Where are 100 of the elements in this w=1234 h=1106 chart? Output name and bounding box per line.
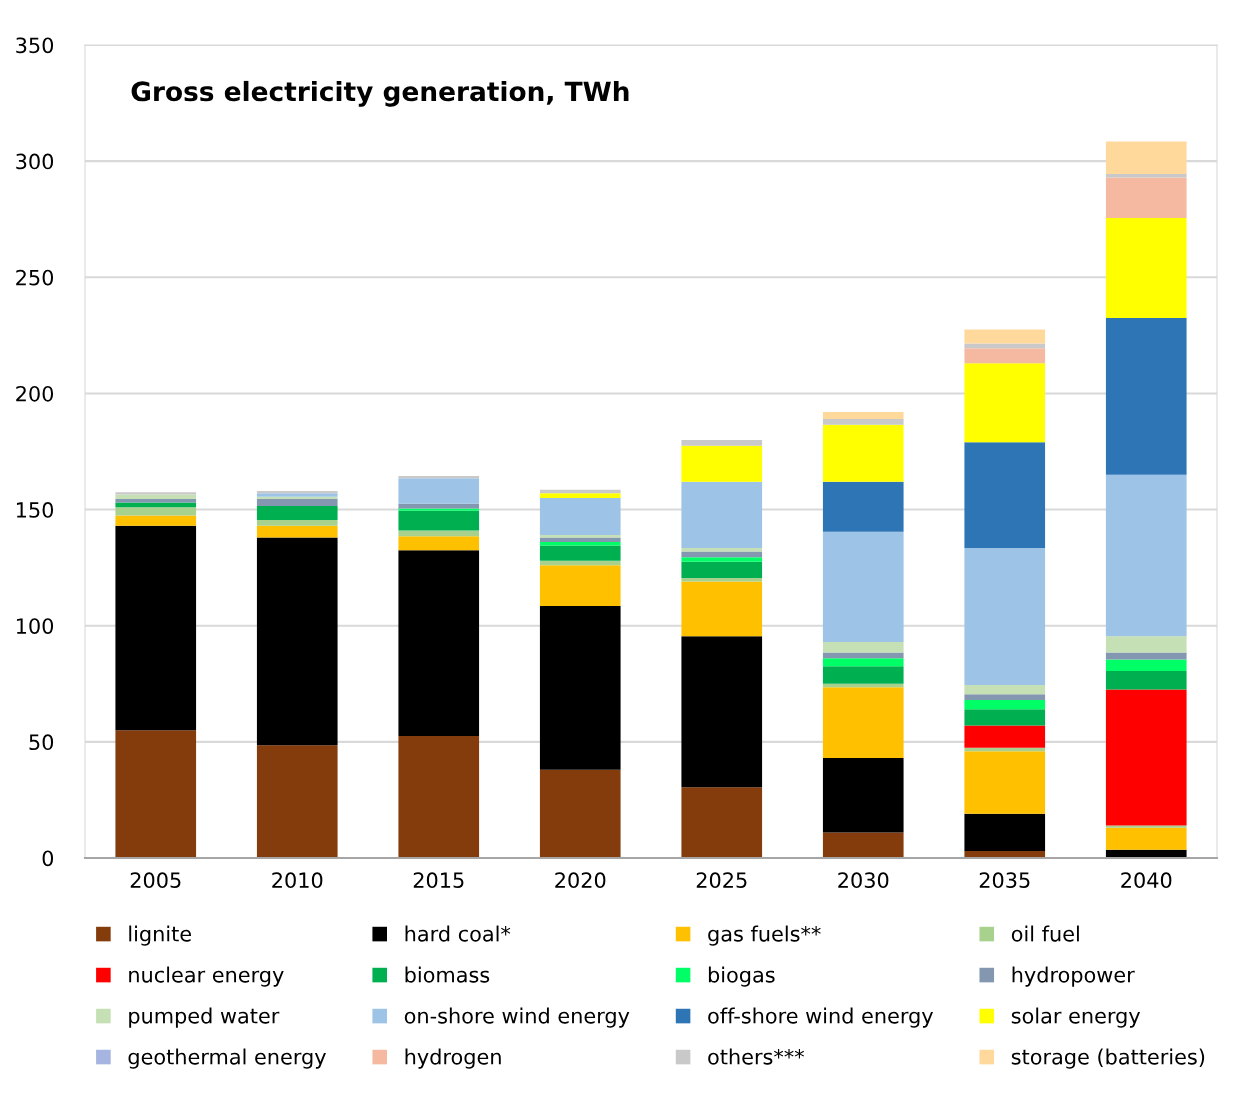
legend-label: pumped water [129, 1007, 280, 1028]
bar [681, 787, 763, 858]
bar [539, 542, 621, 546]
bar [822, 652, 904, 659]
legend-label: biomass [405, 966, 490, 983]
bar [539, 493, 621, 498]
legend-label: lignite [129, 925, 192, 946]
bar [115, 730, 197, 858]
bar [398, 478, 480, 504]
bar [398, 530, 480, 537]
bar [822, 641, 904, 653]
bar [256, 525, 338, 538]
y-tick-label: 100 [16, 618, 54, 634]
bar [822, 687, 904, 759]
legend-label: on-shore wind energy [404, 1007, 630, 1028]
bar [681, 481, 763, 548]
bar [822, 666, 904, 684]
bar [256, 499, 338, 507]
bar [398, 508, 480, 511]
legend-label: oil fuel [1011, 925, 1079, 942]
legend-label: hard coal* [405, 925, 511, 942]
x-tick-label: 2035 [979, 872, 1030, 889]
bar [115, 515, 197, 526]
x-tick-label: 2025 [696, 872, 747, 889]
bar [822, 531, 904, 642]
bar [115, 499, 197, 503]
x-tick-label: 2040 [1121, 872, 1172, 889]
bar [1105, 689, 1187, 826]
legend-label: gas fuels** [708, 925, 821, 946]
bar [822, 832, 904, 858]
y-tick-label: 0 [42, 850, 54, 867]
bar [115, 507, 197, 516]
text: Gross electricity generation, TWh [131, 80, 629, 107]
bar [539, 497, 621, 536]
bar [539, 565, 621, 606]
bar [964, 813, 1046, 852]
bar [1105, 652, 1187, 660]
bar [539, 545, 621, 561]
bar [1105, 671, 1187, 690]
bar [256, 745, 338, 858]
bar [539, 605, 621, 770]
bar [1105, 474, 1187, 637]
y-tick-label: 250 [16, 269, 54, 286]
bar [539, 769, 621, 858]
bar [539, 537, 621, 543]
bar [964, 547, 1046, 685]
bar [964, 442, 1046, 548]
legend-label: hydrogen [405, 1048, 501, 1069]
bar [822, 424, 904, 482]
legend-label: storage (batteries) [1011, 1048, 1205, 1069]
legend-label: biogas [708, 966, 775, 987]
bar [256, 520, 338, 526]
bar [1105, 827, 1187, 850]
bar [681, 581, 763, 637]
bar [964, 348, 1046, 364]
bar [398, 550, 480, 737]
bar [964, 343, 1046, 349]
bar [822, 418, 904, 425]
bar [1105, 659, 1187, 672]
bar [681, 551, 763, 558]
x-tick-label: 2015 [413, 872, 464, 889]
x-tick-label: 2020 [555, 872, 606, 889]
y-tick-label: 200 [16, 385, 54, 402]
bar [964, 684, 1046, 695]
bar [681, 445, 763, 482]
y-tick-label: 350 [16, 37, 54, 54]
bar [115, 525, 197, 731]
bar [964, 329, 1046, 344]
bar [964, 725, 1046, 748]
bar [964, 751, 1046, 814]
legend-label: geothermal energy [128, 1048, 326, 1069]
bar [115, 494, 197, 500]
legend-label: off-shore wind energy [708, 1007, 934, 1028]
legend-label: others*** [708, 1048, 805, 1065]
bar [964, 700, 1046, 710]
bar [822, 758, 904, 833]
legend-label: nuclear energy [129, 966, 284, 987]
bar [681, 561, 763, 579]
bar [681, 557, 763, 562]
bar [681, 578, 763, 582]
x-tick-label: 2030 [838, 872, 889, 889]
bar [964, 709, 1046, 726]
bar [964, 363, 1046, 443]
bar [398, 736, 480, 858]
bar [1105, 177, 1187, 219]
x-tick-label: 2005 [130, 872, 181, 889]
bar [1105, 218, 1187, 318]
bar [822, 481, 904, 532]
x-tick-label: 2010 [272, 872, 323, 889]
bar [1105, 636, 1187, 653]
y-tick-label: 300 [16, 153, 54, 170]
bar [398, 510, 480, 531]
bar [398, 536, 480, 551]
bar [256, 537, 338, 746]
bar [1105, 825, 1187, 828]
legend-label: hydropower [1012, 966, 1135, 987]
y-tick-label: 150 [16, 502, 54, 518]
bar [1105, 141, 1187, 174]
bar [822, 412, 904, 419]
y-tick-label: 50 [29, 734, 54, 751]
